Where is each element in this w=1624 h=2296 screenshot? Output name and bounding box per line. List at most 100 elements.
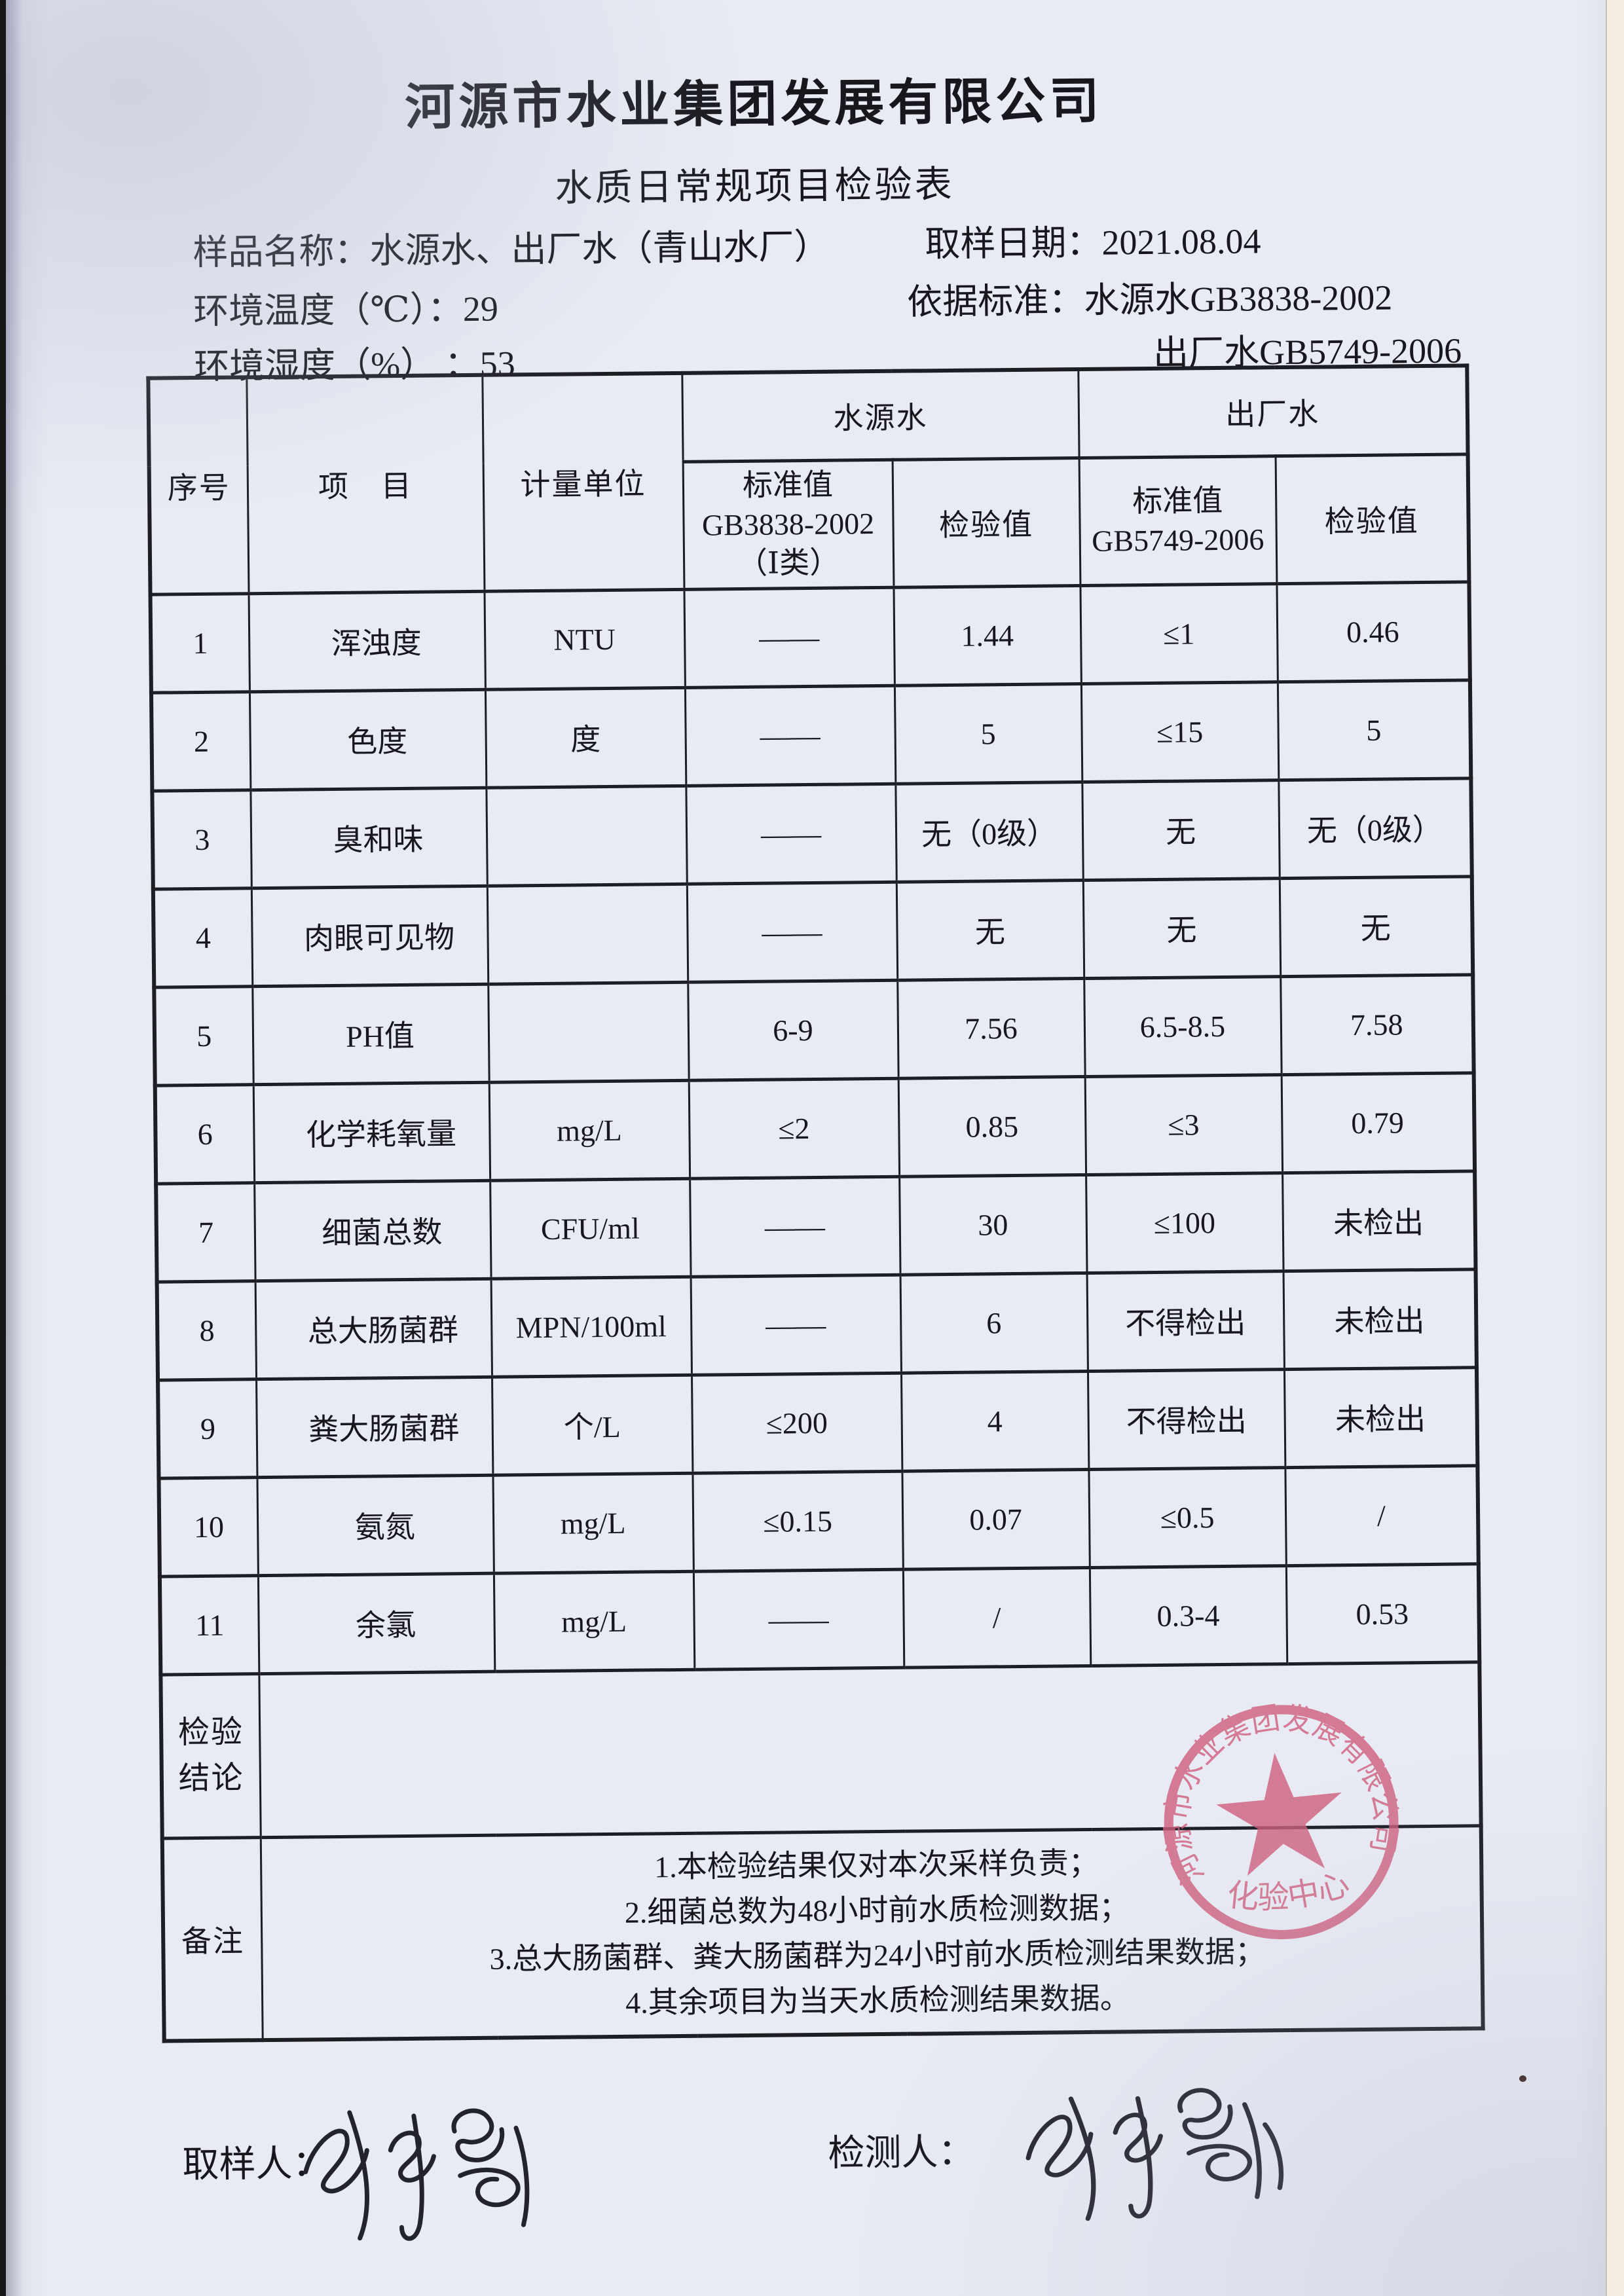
conclusion-label-line1: 检验 bbox=[177, 1715, 244, 1751]
cell-src-val: 7.56 bbox=[897, 978, 1085, 1078]
cell-fac-val: 未检出 bbox=[1283, 1269, 1477, 1370]
cell-src-val: 0.85 bbox=[898, 1076, 1086, 1176]
cell-seq: 5 bbox=[154, 986, 253, 1085]
cell-item: PH值 bbox=[252, 983, 489, 1085]
header-factory-standard: 标准值 GB5749-2006 bbox=[1079, 456, 1277, 586]
factory-standard-line2: GB5749-2006 bbox=[1091, 522, 1264, 558]
scan-speck bbox=[1519, 2075, 1526, 2082]
form-title: 水质日常规项目检验表 bbox=[555, 164, 955, 210]
cell-fac-val: 无（0级） bbox=[1278, 778, 1472, 879]
cell-seq: 4 bbox=[153, 888, 253, 987]
cell-fac-val: 7.58 bbox=[1280, 974, 1474, 1075]
header-group-factory-water: 出厂水 bbox=[1078, 365, 1468, 458]
cell-fac-std: 无 bbox=[1082, 878, 1281, 979]
table-row: 5 PH值 6-9 7.56 6.5-8.5 7.58 bbox=[154, 974, 1474, 1085]
cell-fac-val: / bbox=[1285, 1465, 1479, 1566]
sample-date-label: 取样日期： bbox=[925, 223, 1102, 264]
cell-src-std: ≤0.15 bbox=[692, 1470, 903, 1571]
table-row: 9 粪大肠菌群 个/L ≤200 4 不得检出 未检出 bbox=[158, 1367, 1478, 1478]
table-row: 11 余氯 mg/L —— / 0.3-4 0.53 bbox=[159, 1563, 1480, 1675]
cell-seq: 11 bbox=[159, 1575, 259, 1675]
standard-label: 依据标准： bbox=[907, 280, 1084, 322]
cell-item: 粪大肠菌群 bbox=[256, 1376, 493, 1478]
cell-src-std: ≤200 bbox=[691, 1372, 902, 1473]
cell-src-val: 无（0级） bbox=[895, 782, 1083, 882]
header-group-source-water: 水源水 bbox=[682, 369, 1079, 462]
header-factory-checkvalue: 检验值 bbox=[1275, 454, 1469, 584]
sample-name-label: 样品名称： bbox=[193, 231, 370, 273]
header-unit: 计量单位 bbox=[482, 373, 684, 591]
cell-src-val: 1.44 bbox=[893, 585, 1081, 685]
cell-seq: 7 bbox=[156, 1182, 255, 1282]
cell-fac-val: 0.79 bbox=[1281, 1072, 1475, 1173]
cell-item: 化学耗氧量 bbox=[253, 1082, 490, 1183]
cell-item: 臭和味 bbox=[250, 787, 487, 888]
scan-left-edge bbox=[0, 0, 6, 2296]
header-source-standard: 标准值 GB3838-2002 （Ⅰ类） bbox=[682, 459, 894, 589]
cell-fac-val: 未检出 bbox=[1282, 1171, 1476, 1271]
cell-item: 肉眼可见物 bbox=[251, 885, 489, 987]
cell-unit: mg/L bbox=[489, 1080, 690, 1180]
cell-fac-val: 0.46 bbox=[1276, 581, 1470, 682]
cell-seq: 10 bbox=[158, 1477, 258, 1576]
env-temp-value: 29 bbox=[462, 289, 499, 329]
header-seq: 序号 bbox=[148, 377, 249, 594]
table-row: 8 总大肠菌群 MPN/100ml —— 6 不得检出 未检出 bbox=[157, 1269, 1477, 1380]
cell-fac-val: 未检出 bbox=[1283, 1367, 1478, 1468]
cell-fac-std: 不得检出 bbox=[1086, 1271, 1284, 1371]
cell-unit: mg/L bbox=[493, 1571, 695, 1671]
env-temp-label: 环境温度（℃）： bbox=[193, 289, 464, 332]
cell-seq: 1 bbox=[150, 593, 249, 693]
table-row: 7 细菌总数 CFU/ml —— 30 ≤100 未检出 bbox=[156, 1171, 1476, 1282]
header-item: 项 目 bbox=[246, 374, 485, 594]
cell-fac-std: ≤1 bbox=[1080, 583, 1278, 684]
cell-fac-std: 0.3-4 bbox=[1089, 1565, 1287, 1666]
cell-src-val: 6 bbox=[900, 1272, 1088, 1373]
cell-seq: 3 bbox=[152, 790, 251, 889]
cell-fac-std: ≤3 bbox=[1084, 1074, 1283, 1175]
cell-fac-val: 无 bbox=[1279, 876, 1473, 977]
table-row: 3 臭和味 —— 无（0级） 无 无（0级） bbox=[152, 778, 1472, 889]
cell-unit: mg/L bbox=[492, 1472, 693, 1573]
env-temp-line: 环境温度（℃）：29 bbox=[193, 280, 498, 334]
seal-ring bbox=[1164, 1705, 1399, 1940]
cell-unit bbox=[487, 883, 688, 984]
cell-fac-std: 6.5-8.5 bbox=[1084, 976, 1282, 1077]
notes-label: 备注 bbox=[162, 1837, 263, 2041]
seal-star-icon bbox=[1216, 1753, 1342, 1876]
cell-unit bbox=[486, 785, 687, 886]
cell-unit: MPN/100ml bbox=[490, 1276, 692, 1377]
table-row: 10 氨氮 mg/L ≤0.15 0.07 ≤0.5 / bbox=[158, 1465, 1479, 1576]
cell-fac-std: 不得检出 bbox=[1087, 1369, 1285, 1469]
sampler-signature bbox=[303, 2108, 530, 2241]
cell-src-val: 5 bbox=[894, 683, 1082, 784]
cell-src-std: —— bbox=[684, 685, 896, 786]
cell-item: 总大肠菌群 bbox=[255, 1278, 492, 1379]
cell-src-val: 0.07 bbox=[902, 1468, 1090, 1569]
cell-fac-val: 0.53 bbox=[1285, 1563, 1480, 1664]
company-seal-stamp: 河源市水业集团发展有限公司 化验中心 bbox=[1158, 1698, 1405, 1940]
sample-date-value: 2021.08.04 bbox=[1101, 221, 1261, 263]
cell-fac-std: 无 bbox=[1082, 780, 1280, 881]
cell-item: 细菌总数 bbox=[254, 1180, 491, 1281]
sample-date-line: 取样日期：2021.08.04 bbox=[925, 211, 1261, 266]
table-header-groups: 序号 项 目 计量单位 水源水 出厂水 bbox=[148, 365, 1468, 594]
cell-seq: 2 bbox=[151, 691, 251, 791]
company-title: 河源市水业集团发展有限公司 bbox=[405, 73, 1103, 136]
cell-src-val: 无 bbox=[896, 880, 1084, 980]
seal-center-text: 化验中心 bbox=[1222, 1866, 1354, 1921]
cell-fac-std: ≤15 bbox=[1080, 682, 1279, 782]
source-standard-line2: GB3838-2002 bbox=[701, 506, 875, 542]
table-row: 6 化学耗氧量 mg/L ≤2 0.85 ≤3 0.79 bbox=[155, 1072, 1475, 1184]
cell-item: 浑浊度 bbox=[248, 591, 485, 692]
factory-standard-line1: 标准值 bbox=[1132, 483, 1223, 518]
cell-src-std: ≤2 bbox=[688, 1078, 900, 1178]
cell-seq: 8 bbox=[157, 1281, 257, 1380]
cell-unit: CFU/ml bbox=[490, 1178, 691, 1279]
table-row: 2 色度 度 —— 5 ≤15 5 bbox=[151, 680, 1471, 791]
tester-signature bbox=[1025, 2088, 1284, 2221]
sample-name-value: 水源水、出厂水（青山水厂） bbox=[369, 227, 830, 271]
standard-line: 依据标准：水源水GB3838-2002 bbox=[907, 268, 1393, 324]
cell-item: 氨氮 bbox=[257, 1474, 494, 1576]
cell-src-val: 4 bbox=[900, 1370, 1089, 1471]
